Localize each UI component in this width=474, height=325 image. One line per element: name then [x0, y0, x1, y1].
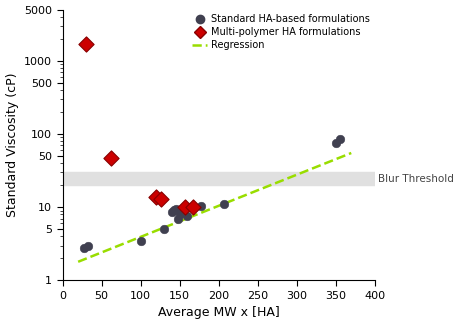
Point — [332, 140, 339, 146]
Point — [168, 210, 175, 215]
Bar — [63, 172, 374, 185]
Point — [174, 216, 182, 221]
Point — [107, 155, 115, 161]
Point — [82, 41, 90, 46]
Y-axis label: Standard Viscosity (cP): Standard Viscosity (cP) — [6, 73, 18, 217]
Point — [198, 203, 205, 208]
X-axis label: Average MW x [HA]: Average MW x [HA] — [158, 306, 280, 319]
Point — [170, 207, 178, 213]
Point — [220, 202, 228, 207]
Point — [336, 136, 343, 142]
Point — [172, 206, 180, 212]
Point — [84, 243, 92, 248]
Point — [160, 227, 168, 232]
Point — [176, 211, 183, 216]
Point — [183, 214, 191, 219]
Point — [137, 238, 145, 243]
Text: Blur Threshold: Blur Threshold — [378, 175, 454, 184]
Point — [189, 205, 197, 210]
Point — [81, 245, 88, 250]
Legend: Standard HA-based formulations, Multi-polymer HA formulations, Regression: Standard HA-based formulations, Multi-po… — [192, 14, 370, 50]
Point — [181, 205, 189, 210]
Point — [188, 204, 195, 209]
Point — [152, 194, 160, 199]
Point — [157, 196, 164, 202]
